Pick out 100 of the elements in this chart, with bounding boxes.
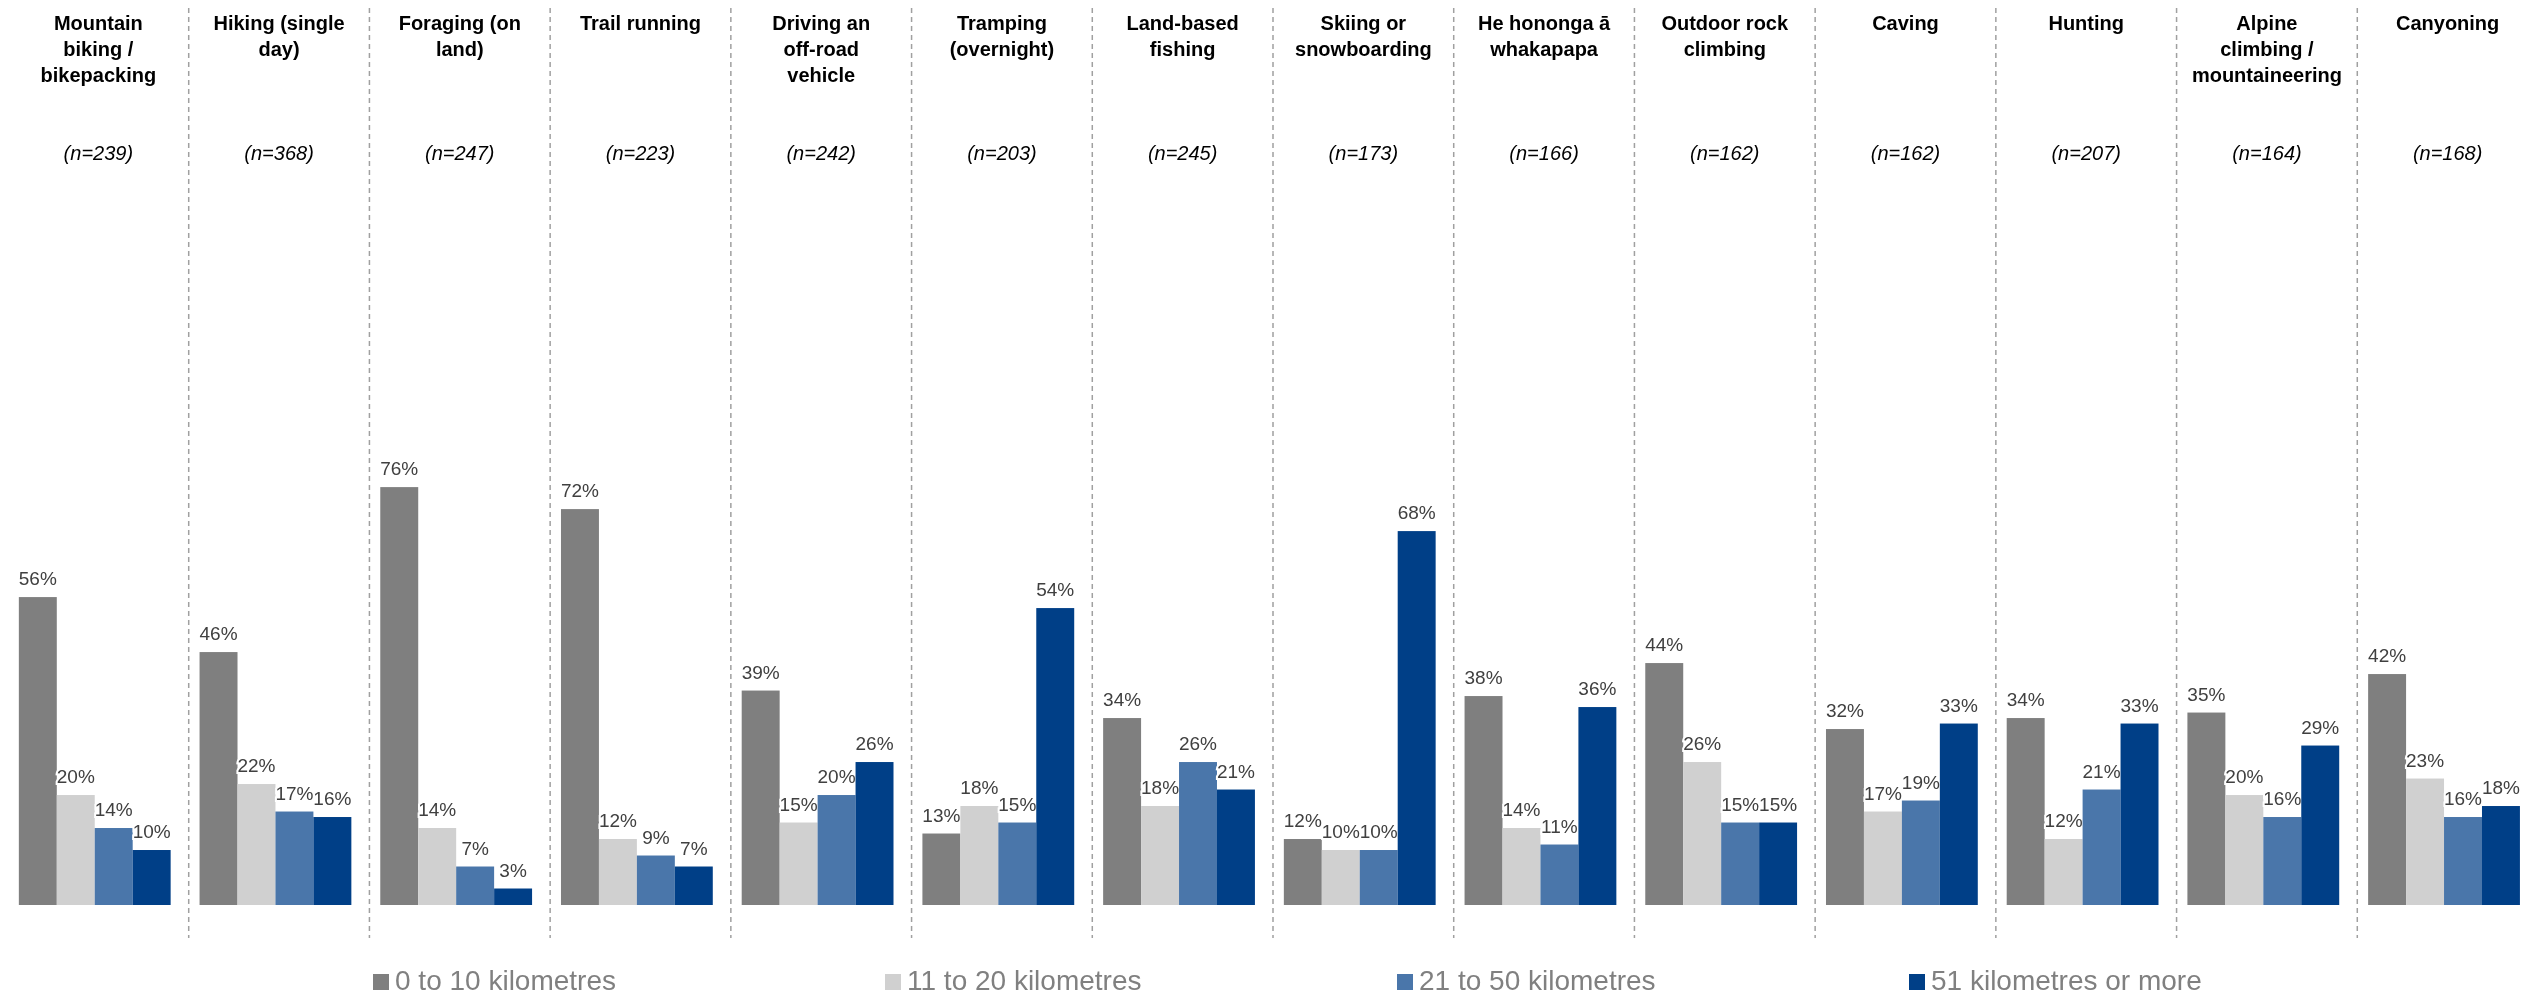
bar [2481,806,2520,905]
bar [1283,839,1322,905]
x-tick-label: Trail running [579,12,702,34]
bar [1179,762,1217,905]
x-tick-label: Tramping (overnight) [949,12,1055,60]
text: (n=247) [425,142,495,164]
text: (n=162) [1870,142,1941,164]
bar [636,855,675,905]
bar [1645,663,1684,905]
bar [2301,745,2340,905]
bar [18,597,57,905]
data-label: 39% [741,661,780,683]
x-tick-label: Hiking (single day) [213,12,345,60]
data-label: 20% [817,766,856,788]
text: (n=242) [786,142,856,164]
data-label: 10% [132,821,171,843]
bar [56,795,95,905]
bar [237,784,276,905]
text: (n=164) [2232,142,2302,164]
bar [2187,712,2226,905]
data-label: 13% [922,804,961,826]
data-label: 12% [1283,810,1322,832]
bar [1901,800,1940,905]
bar [779,822,818,905]
data-label: 46% [199,623,238,645]
data-label: 54% [1036,579,1075,601]
data-label: 10% [1321,821,1360,843]
data-label: 32% [1825,700,1865,722]
data-label: 23% [2406,749,2445,771]
data-label: 15% [1759,793,1798,815]
data-label: 11% [1541,815,1578,837]
data-label: 18% [1141,777,1180,799]
bar [1683,762,1722,905]
x-tick-label: Canyoning [2395,12,2500,34]
x-tick-label: He hononga ā whakapapa [1477,12,1612,60]
legend-label: 51 kilometres or more [1931,965,2202,996]
data-label: 10% [1359,821,1398,843]
data-label: 44% [1645,634,1684,656]
data-label: 14% [1502,799,1541,821]
data-label: 7% [680,837,708,859]
bar [418,828,457,905]
data-label: 3% [499,859,527,881]
data-label: 17% [1863,782,1903,804]
bar [456,866,495,905]
data-label: 22% [237,755,276,777]
data-label: 17% [275,782,314,804]
data-label: 56% [18,568,57,590]
x-tick-label: Caving [1872,12,1939,34]
x-tick-label: Skiing or snowboarding [1295,12,1432,60]
text: (n=173) [1328,142,1399,164]
x-tick-label: Alpine climbing / mountaineering [2191,12,2342,86]
legend-label: 0 to 10 kilometres [395,965,616,996]
x-tick-label: Mountain biking / bikepacking [40,12,157,86]
bar [817,795,856,905]
bar [199,652,238,905]
data-label: 12% [598,810,638,832]
bar [2263,817,2302,905]
data-label: 26% [1683,733,1722,755]
data-label: 34% [2006,689,2045,711]
bar [1036,608,1075,905]
data-label: 35% [2187,683,2226,705]
data-label: 26% [855,733,894,755]
bar [1141,806,1180,905]
bar [132,850,171,905]
data-label: 15% [779,793,818,815]
text: (n=239) [63,142,134,164]
data-label: 7% [461,837,489,859]
bar [674,866,713,905]
data-label: 42% [2368,645,2407,667]
bar [2082,789,2121,905]
bar [1939,723,1978,905]
bar [1321,850,1360,905]
data-label: 9% [642,826,670,848]
bar [2444,817,2482,905]
x-tick-label: Land-based fishing [1126,12,1239,60]
data-label: 29% [2301,716,2340,738]
bar [275,811,314,905]
bar [1825,729,1864,905]
bar [855,762,894,905]
bar [1216,789,1255,905]
bar [1578,707,1617,905]
bar [380,487,419,905]
data-label: 76% [380,458,419,480]
bar [560,509,599,905]
text: (n=207) [2051,142,2121,164]
bar [1863,811,1902,905]
bar [2120,723,2159,905]
bar [998,822,1037,905]
bar [1103,718,1142,905]
bar [313,817,352,905]
bar [1464,696,1503,905]
bar [1397,531,1436,905]
data-label: 14% [418,799,457,821]
data-label: 16% [2443,788,2483,810]
text: (n=168) [2412,142,2483,164]
data-label: 20% [56,766,95,788]
text: (n=223) [605,142,676,164]
x-tick-label: Outdoor rock climbing [1661,12,1789,60]
data-label: 72% [560,480,600,502]
bar [598,839,637,905]
